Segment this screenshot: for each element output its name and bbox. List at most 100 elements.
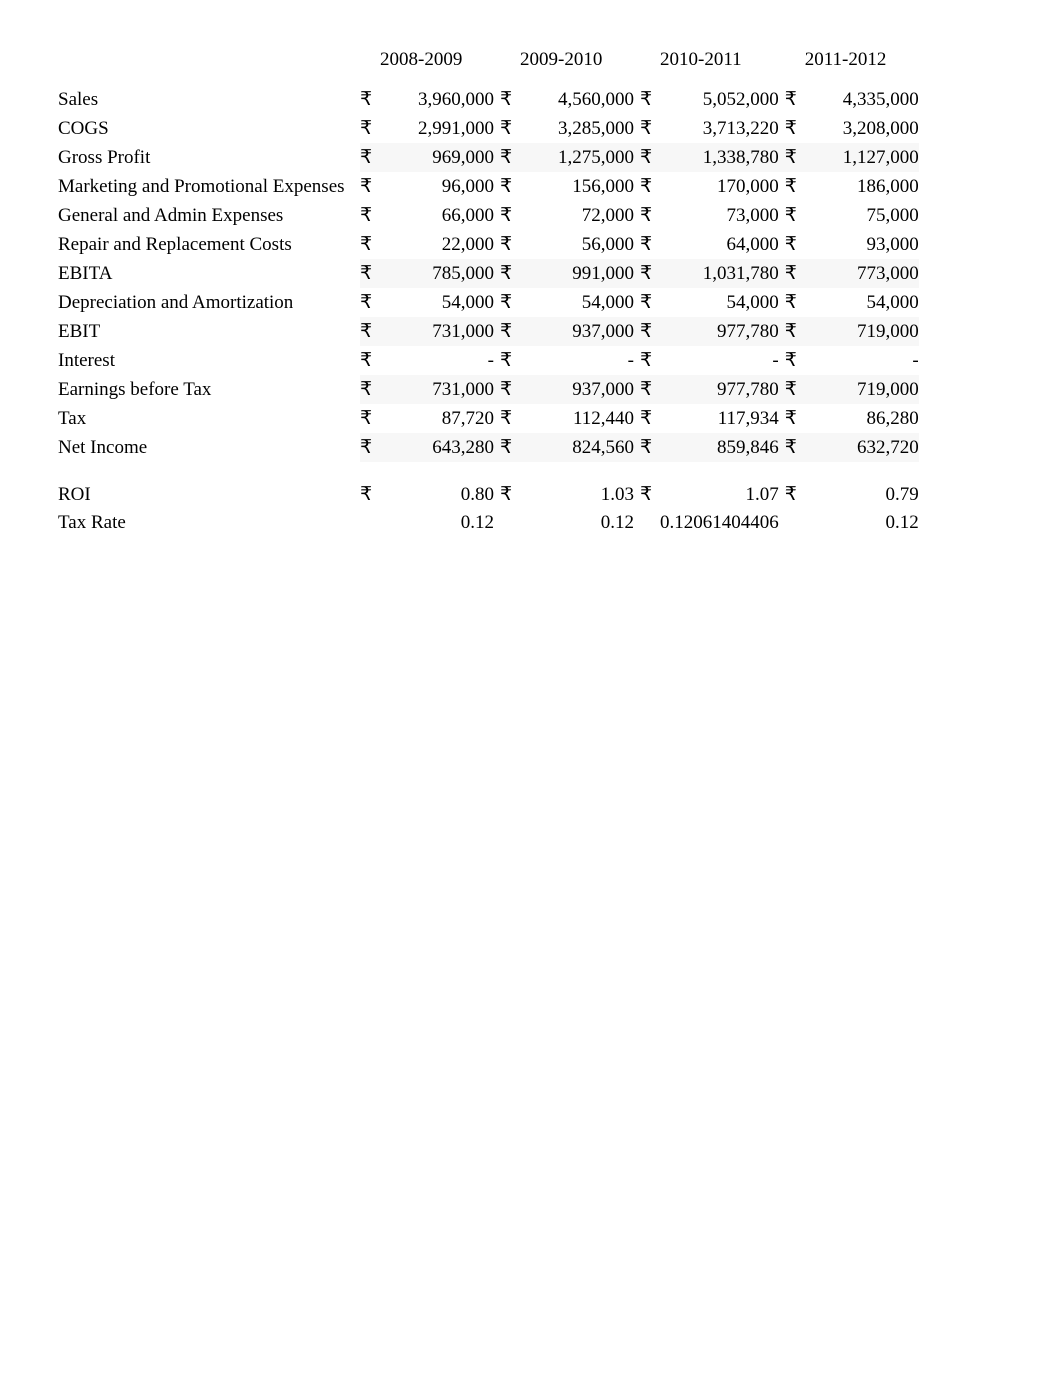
cell-value: 977,780 [660,317,785,346]
header-blank [58,46,360,85]
cell-value: 731,000 [380,375,500,404]
row-label: Gross Profit [58,143,360,172]
currency-blank [785,509,805,537]
currency-symbol: ₹ [640,230,660,259]
currency-symbol: ₹ [500,433,520,462]
cell-value: 3,713,220 [660,114,785,143]
cell-value: 4,560,000 [520,85,640,114]
currency-symbol: ₹ [785,317,805,346]
cell-value: 117,934 [660,404,785,433]
cell-value: 186,000 [805,172,919,201]
row-label: Repair and Replacement Costs [58,230,360,259]
currency-symbol: ₹ [785,172,805,201]
cell-value: 56,000 [520,230,640,259]
cell-value: 2,991,000 [380,114,500,143]
row-label: Depreciation and Amortization [58,288,360,317]
currency-symbol: ₹ [500,346,520,375]
cell-value: - [660,346,785,375]
currency-symbol: ₹ [500,172,520,201]
currency-symbol: ₹ [360,375,380,404]
currency-blank [640,509,660,537]
cell-value: 1,338,780 [660,143,785,172]
table-row: EBIT₹731,000₹937,000₹977,780₹719,000 [58,317,919,346]
cell-value: 86,280 [805,404,919,433]
cell-value: 73,000 [660,201,785,230]
footer-row: ROI₹0.80₹1.03₹1.07₹0.79 [58,480,919,509]
table-row: Interest₹-₹-₹-₹- [58,346,919,375]
cell-value: 859,846 [660,433,785,462]
cell-value: - [520,346,640,375]
currency-symbol: ₹ [360,259,380,288]
currency-symbol: ₹ [360,114,380,143]
cell-value: 112,440 [520,404,640,433]
currency-symbol: ₹ [360,288,380,317]
table-row: Depreciation and Amortization₹54,000₹54,… [58,288,919,317]
currency-symbol: ₹ [785,259,805,288]
cell-value: 156,000 [520,172,640,201]
currency-symbol: ₹ [360,143,380,172]
currency-blank [360,509,380,537]
header-curr-blank [785,46,805,85]
currency-symbol: ₹ [500,85,520,114]
cell-value: 54,000 [660,288,785,317]
income-statement-table: 2008-20092009-20102010-20112011-2012Sale… [58,46,919,537]
currency-symbol: ₹ [785,114,805,143]
currency-symbol: ₹ [360,404,380,433]
currency-symbol: ₹ [640,317,660,346]
cell-value: 87,720 [380,404,500,433]
row-label: ROI [58,480,360,509]
cell-value: 632,720 [805,433,919,462]
currency-symbol: ₹ [500,404,520,433]
cell-value: 719,000 [805,375,919,404]
row-label: EBITA [58,259,360,288]
cell-value: 937,000 [520,375,640,404]
currency-symbol: ₹ [500,201,520,230]
currency-symbol: ₹ [500,230,520,259]
cell-value: 1.03 [520,480,640,509]
currency-symbol: ₹ [785,143,805,172]
table-row: Net Income₹643,280₹824,560₹859,846₹632,7… [58,433,919,462]
currency-symbol: ₹ [785,230,805,259]
spacer-row [58,462,919,480]
cell-value: 937,000 [520,317,640,346]
cell-value: 93,000 [805,230,919,259]
currency-symbol: ₹ [785,433,805,462]
cell-value: 991,000 [520,259,640,288]
currency-symbol: ₹ [785,480,805,509]
currency-symbol: ₹ [360,317,380,346]
currency-symbol: ₹ [785,375,805,404]
cell-value: 64,000 [660,230,785,259]
currency-symbol: ₹ [360,346,380,375]
year-header: 2011-2012 [805,46,919,85]
cell-value: 773,000 [805,259,919,288]
currency-symbol: ₹ [360,480,380,509]
cell-value: 0.12061404406 [660,509,785,537]
spacer-cell [58,462,919,480]
currency-symbol: ₹ [640,375,660,404]
cell-value: 54,000 [380,288,500,317]
table-row: Earnings before Tax₹731,000₹937,000₹977,… [58,375,919,404]
cell-value: 66,000 [380,201,500,230]
cell-value: 969,000 [380,143,500,172]
currency-symbol: ₹ [640,143,660,172]
row-label: Sales [58,85,360,114]
cell-value: 0.12 [805,509,919,537]
currency-symbol: ₹ [500,259,520,288]
table-body: 2008-20092009-20102010-20112011-2012Sale… [58,46,919,537]
currency-symbol: ₹ [500,317,520,346]
currency-symbol: ₹ [500,114,520,143]
currency-symbol: ₹ [785,288,805,317]
cell-value: 22,000 [380,230,500,259]
cell-value: 0.12 [520,509,640,537]
cell-value: 1,031,780 [660,259,785,288]
currency-symbol: ₹ [500,375,520,404]
cell-value: 72,000 [520,201,640,230]
cell-value: 1,127,000 [805,143,919,172]
currency-symbol: ₹ [785,404,805,433]
cell-value: - [380,346,500,375]
cell-value: 785,000 [380,259,500,288]
year-header: 2010-2011 [660,46,785,85]
row-label: Interest [58,346,360,375]
header-curr-blank [640,46,660,85]
cell-value: 96,000 [380,172,500,201]
